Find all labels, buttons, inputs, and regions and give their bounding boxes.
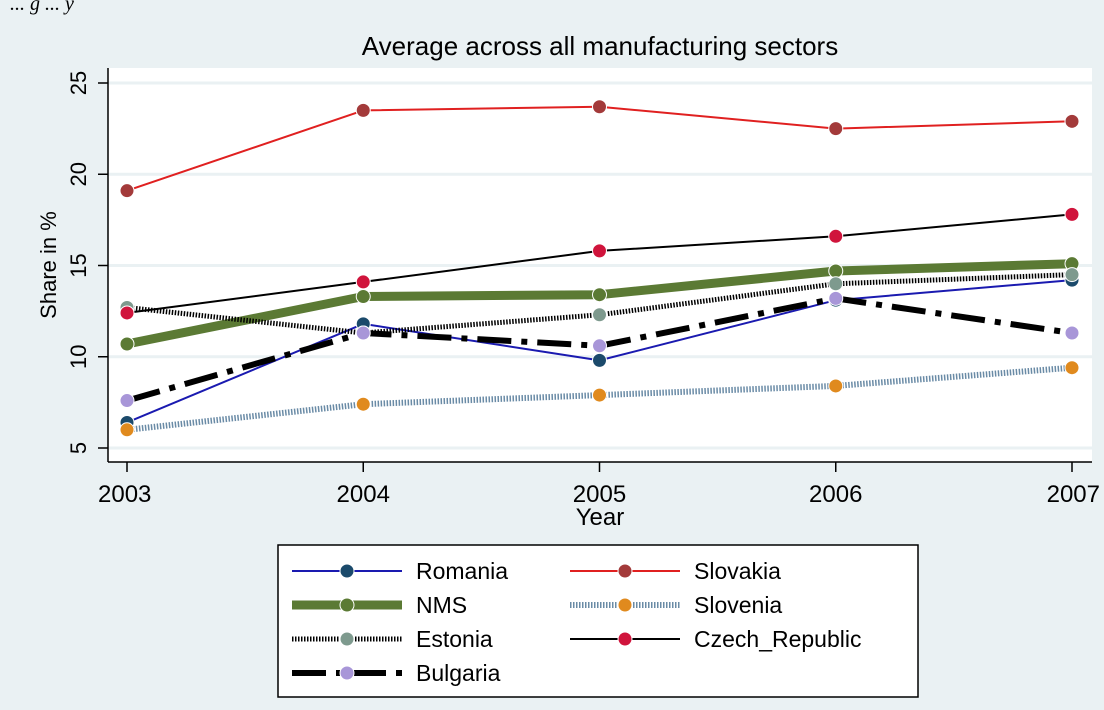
data-point <box>355 102 371 118</box>
legend-item: Bulgaria <box>292 660 501 686</box>
data-point <box>1064 113 1080 129</box>
data-point <box>592 99 607 115</box>
x-tick-label: 2006 <box>809 481 862 508</box>
data-point <box>828 276 844 292</box>
data-point <box>1064 360 1080 376</box>
series-bulgaria <box>119 290 1080 409</box>
data-point <box>119 393 135 409</box>
y-tick-label: 25 <box>66 71 91 95</box>
data-point <box>119 183 135 199</box>
legend-label: Czech_Republic <box>694 626 861 652</box>
data-point <box>828 228 844 244</box>
data-point <box>1064 267 1080 283</box>
data-point <box>119 305 135 321</box>
data-point <box>355 396 371 412</box>
data-point <box>828 290 844 306</box>
x-axis-label: Year <box>576 504 625 531</box>
data-point <box>592 287 607 303</box>
data-point <box>355 289 371 305</box>
x-tick-label: 2003 <box>98 481 151 508</box>
series-czech_republic <box>119 206 1080 321</box>
data-point <box>828 121 844 137</box>
series-nms <box>119 256 1080 352</box>
data-point <box>592 352 607 368</box>
x-tick-label: 2004 <box>337 481 390 508</box>
data-point <box>828 378 844 394</box>
y-tick-label: 5 <box>66 442 91 454</box>
legend-label: Bulgaria <box>416 660 501 686</box>
legend-item: Czech_Republic <box>570 626 861 652</box>
data-point <box>828 263 844 279</box>
legend-item: Estonia <box>292 626 493 652</box>
data-point <box>355 325 371 341</box>
legend-label: Estonia <box>416 626 493 652</box>
legend-label: Slovakia <box>694 558 781 584</box>
data-point <box>592 338 607 354</box>
legend-swatch-marker <box>339 631 355 647</box>
series-slovenia <box>119 360 1080 438</box>
y-tick-label: 10 <box>66 345 91 369</box>
legend-item: Slovenia <box>570 592 782 618</box>
legend-item: Slovakia <box>570 558 781 584</box>
legend-item: Romania <box>292 558 508 584</box>
series <box>119 99 1080 438</box>
legend-swatch-marker <box>617 563 633 579</box>
x-tick-label: 2005 <box>573 481 626 508</box>
data-point <box>355 274 371 290</box>
chart-title: Average across all manufacturing sectors <box>362 31 838 61</box>
data-point <box>592 307 607 323</box>
axes: 5 10 15 20 25 2003 2004 2005 2006 2007 <box>66 68 1100 508</box>
legend-swatch-marker <box>339 665 355 681</box>
data-point <box>1064 325 1080 341</box>
legend-item: NMS <box>292 592 467 618</box>
legend-label: Romania <box>416 558 508 584</box>
cropped-caption-text: ... g ... y <box>10 0 74 15</box>
legend-swatch-marker <box>617 597 633 613</box>
legend-swatch-marker <box>339 563 355 579</box>
y-tick-label: 15 <box>66 253 91 277</box>
data-point <box>592 387 607 403</box>
legend-label: NMS <box>416 592 467 618</box>
data-point <box>1064 206 1080 222</box>
data-point <box>592 243 607 259</box>
x-tick-label: 2007 <box>1047 481 1100 508</box>
data-point <box>119 422 135 438</box>
legend: Romania Slovakia NMS Slovenia Estonia Czech_R… <box>277 544 919 698</box>
legend-label: Slovenia <box>694 592 782 618</box>
y-axis-label: Share in % <box>36 211 61 319</box>
legend-swatch-marker <box>339 597 355 613</box>
series-slovakia <box>119 99 1080 199</box>
data-point <box>119 336 135 352</box>
y-tick-label: 20 <box>66 162 91 186</box>
legend-swatch-marker <box>617 631 633 647</box>
